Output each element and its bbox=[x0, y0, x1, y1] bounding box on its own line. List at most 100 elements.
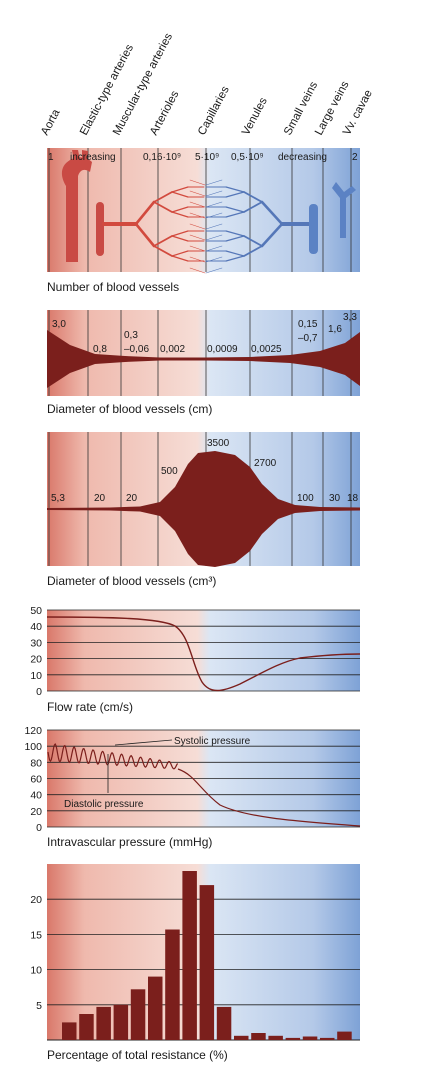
resistance-bar-7 bbox=[182, 871, 197, 1040]
p5-grid-tick-2: 40 bbox=[30, 790, 42, 802]
p4-grid-tick-5: 50 bbox=[30, 605, 42, 617]
diameter-label-1: 0,8 bbox=[93, 344, 107, 355]
panel-number-caption: Number of blood vessels bbox=[47, 280, 179, 294]
panel-diameter-caption: Diameter of blood vessels (cm) bbox=[47, 402, 212, 416]
panel-flow: 0 10 20 30 40 50 Flow rate (cm/s) bbox=[30, 605, 361, 714]
resistance-caption: Percentage of total resistance (%) bbox=[47, 1048, 228, 1062]
flow-rate-curve bbox=[46, 616, 361, 692]
systolic-leader-line bbox=[114, 739, 173, 746]
panel-number: 1 increasing 0,16·10⁹ 5·10⁹ 0,5·10⁹ decreasin… bbox=[47, 148, 360, 294]
arteriole-tree bbox=[102, 179, 206, 274]
number-label-6: 2 bbox=[352, 152, 358, 163]
area-label-2: 20 bbox=[126, 493, 138, 504]
diameter-label-8: –0,7 bbox=[298, 333, 318, 344]
diameter-label-6: 0,0025 bbox=[251, 344, 282, 355]
number-label-2: 0,16·10⁹ bbox=[143, 152, 181, 163]
header-label-3: Arterioles bbox=[148, 89, 182, 138]
resistance-bar-2 bbox=[96, 1006, 111, 1040]
area-label-6: 100 bbox=[297, 493, 314, 504]
panel-diameter: 3,0 0,8 0,3 –0,06 0,002 0,0009 0,0025 0,15 –0,7 1… bbox=[47, 310, 360, 416]
aorta-branch-shape bbox=[72, 150, 88, 160]
area-label-0: 5,3 bbox=[51, 493, 65, 504]
number-label-1: increasing bbox=[70, 152, 116, 163]
resistance-bar-16 bbox=[337, 1031, 352, 1040]
systolic-pressure-label: Systolic pressure bbox=[174, 736, 251, 747]
p4-grid-tick-1: 10 bbox=[30, 670, 42, 682]
vena-cava-shape bbox=[332, 182, 356, 238]
p4-grid-tick-3: 30 bbox=[30, 637, 42, 649]
p4-grid-tick-2: 20 bbox=[30, 654, 42, 666]
panel-number-gridlines bbox=[48, 148, 352, 272]
diameter-profile-shape bbox=[47, 330, 360, 388]
panel-pressure: Systolic pressure Diastolic pressure 0 20… bbox=[24, 725, 361, 849]
small-vein-shape bbox=[309, 204, 318, 254]
panel-pressure-caption: Intravascular pressure (mmHg) bbox=[47, 835, 212, 849]
p5-grid-tick-6: 120 bbox=[24, 725, 42, 737]
resistance-bar-13 bbox=[285, 1037, 301, 1040]
panel-area-caption: Diameter of blood vessels (cm³) bbox=[47, 574, 216, 588]
p4-grid-tick-4: 40 bbox=[30, 621, 42, 633]
resistance-tick-1: 10 bbox=[30, 965, 42, 977]
panel-area: 5,3 20 20 500 3500 2700 100 30 18 Diameter of bl… bbox=[47, 432, 360, 588]
number-label-5: decreasing bbox=[278, 152, 327, 163]
panel-flow-caption: Flow rate (cm/s) bbox=[47, 700, 133, 714]
p5-grid-tick-3: 60 bbox=[30, 774, 42, 786]
panel-flow-gridlines bbox=[47, 609, 360, 692]
resistance-bar-0 bbox=[62, 1022, 77, 1040]
panel-flow-background bbox=[47, 610, 360, 691]
diastolic-pressure-label: Diastolic pressure bbox=[64, 799, 144, 810]
aorta-arch-shape bbox=[61, 157, 92, 262]
resistance-bar-4 bbox=[130, 989, 146, 1040]
number-label-4: 0,5·10⁹ bbox=[231, 152, 264, 163]
header-label-0: Aorta bbox=[39, 107, 63, 137]
diameter-label-0: 3,0 bbox=[52, 319, 66, 330]
area-label-5: 2700 bbox=[254, 458, 277, 469]
diameter-label-10: 3,3 bbox=[343, 312, 357, 323]
diameter-label-3: –0,06 bbox=[124, 344, 149, 355]
panel-resistance: 5 10 15 20 Percentage of total resistance (… bbox=[30, 864, 360, 1062]
resistance-bars bbox=[62, 871, 352, 1040]
resistance-bar-5 bbox=[148, 976, 163, 1040]
resistance-bar-9 bbox=[216, 1006, 232, 1040]
resistance-bar-1 bbox=[79, 1014, 94, 1040]
resistance-tick-2: 15 bbox=[30, 929, 42, 941]
pressure-decline-curve bbox=[177, 768, 361, 827]
diameter-label-9: 1,6 bbox=[328, 324, 342, 335]
area-label-7: 30 bbox=[329, 493, 341, 504]
diameter-label-4: 0,002 bbox=[160, 344, 185, 355]
diameter-label-2: 0,3 bbox=[124, 330, 138, 341]
resistance-bar-11 bbox=[251, 1033, 266, 1040]
header-label-5: Venules bbox=[240, 95, 270, 137]
p5-grid-tick-0: 0 bbox=[36, 822, 42, 834]
area-label-4: 3500 bbox=[207, 438, 230, 449]
p5-grid-tick-5: 100 bbox=[24, 741, 42, 753]
venule-tree bbox=[205, 179, 312, 274]
header-label-4: Capillaries bbox=[196, 84, 232, 137]
area-label-3: 500 bbox=[161, 466, 178, 477]
resistance-bar-10 bbox=[234, 1035, 249, 1040]
p5-grid-tick-4: 80 bbox=[30, 757, 42, 769]
header-label-8: Vv. cavae bbox=[341, 88, 375, 137]
pressure-oscillation-curve bbox=[47, 743, 179, 770]
resistance-bar-12 bbox=[268, 1035, 283, 1040]
diameter-label-7: 0,15 bbox=[298, 319, 318, 330]
cross-section-profile-shape bbox=[47, 451, 360, 567]
area-label-8: 18 bbox=[347, 493, 359, 504]
resistance-tick-0: 5 bbox=[36, 1000, 42, 1012]
resistance-bar-15 bbox=[320, 1037, 335, 1040]
elastic-artery-shape bbox=[96, 202, 104, 256]
resistance-bar-8 bbox=[199, 885, 215, 1040]
p4-grid-tick-0: 0 bbox=[36, 686, 42, 698]
vessel-headers: Aorta Elastic-type arteriesMuscular-type … bbox=[39, 31, 375, 137]
resistance-tick-3: 20 bbox=[30, 894, 42, 906]
number-label-0: 1 bbox=[48, 152, 54, 163]
number-label-3: 5·10⁹ bbox=[195, 152, 219, 163]
vessel-illustration bbox=[61, 150, 356, 274]
resistance-bar-6 bbox=[165, 929, 180, 1040]
resistance-bar-14 bbox=[302, 1036, 318, 1040]
p5-grid-tick-1: 20 bbox=[30, 806, 42, 818]
diameter-label-5: 0,0009 bbox=[207, 344, 238, 355]
area-label-1: 20 bbox=[94, 493, 106, 504]
resistance-bar-3 bbox=[113, 1004, 129, 1040]
